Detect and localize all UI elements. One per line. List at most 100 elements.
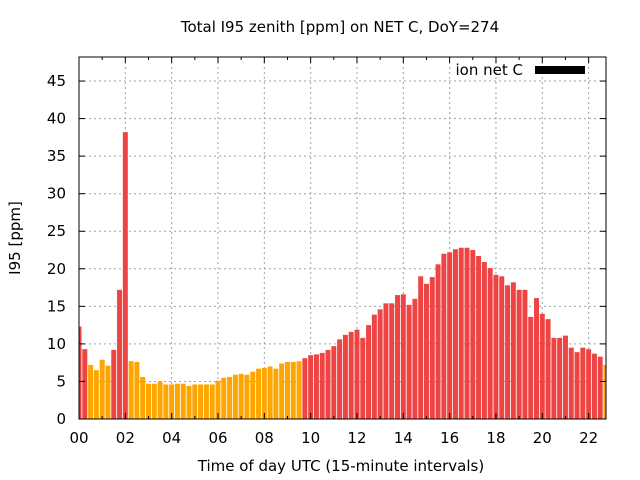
x-tick-label: 02 [116, 429, 135, 447]
bar [423, 283, 429, 419]
bar [539, 313, 545, 419]
x-tick-label: 12 [347, 429, 366, 447]
x-tick-label: 20 [533, 429, 552, 447]
bar [528, 316, 534, 419]
bar [128, 361, 134, 419]
bar [209, 384, 215, 419]
bar [534, 298, 539, 419]
bar [313, 354, 319, 419]
plot-frame [78, 56, 607, 420]
bar [174, 383, 180, 419]
bar [412, 298, 418, 419]
bar [481, 262, 487, 419]
legend-swatch [535, 66, 585, 74]
y-tick-label: 15 [47, 297, 66, 315]
bar [331, 346, 337, 419]
y-tick-label: 25 [47, 222, 66, 240]
bar [169, 384, 175, 419]
bar [198, 384, 204, 419]
x-tick-labels: 00 02 04 06 08 10 12 14 16 18 20 22 [69, 429, 598, 447]
bar [493, 274, 499, 419]
bar [186, 385, 192, 419]
bar [360, 337, 366, 419]
bar [261, 367, 267, 419]
bar [586, 349, 592, 419]
bar [290, 361, 296, 419]
bar [395, 295, 401, 419]
bar [192, 384, 198, 419]
bar [505, 285, 511, 419]
bar [238, 373, 244, 419]
bar [400, 294, 406, 419]
bars [79, 132, 606, 419]
bar [279, 363, 285, 419]
bar [82, 349, 88, 419]
x-tick-label: 00 [69, 429, 88, 447]
bar [389, 303, 395, 419]
chart-title: Total I95 zenith [ppm] on NET C, DoY=274 [180, 18, 499, 36]
bar [296, 361, 302, 419]
axes [78, 56, 607, 420]
bar [516, 289, 522, 419]
bar [342, 334, 348, 419]
bar [244, 374, 250, 419]
bar [232, 374, 238, 419]
x-tick-label: 22 [579, 429, 598, 447]
y-tick-labels: 0 5 10 15 20 25 30 35 40 45 [47, 72, 66, 428]
bar [256, 368, 262, 419]
bar [568, 347, 574, 419]
bar [574, 352, 580, 419]
bar [308, 355, 314, 419]
bar [580, 347, 586, 419]
bar [562, 335, 568, 419]
bar [93, 370, 99, 419]
bar [452, 249, 458, 419]
bar [273, 368, 279, 419]
bar [557, 337, 563, 419]
bar [88, 364, 94, 419]
bar [366, 325, 372, 419]
bar [250, 371, 256, 419]
bar [319, 352, 325, 419]
bar [180, 383, 186, 419]
bar [545, 319, 551, 419]
bar [354, 329, 360, 419]
bar [464, 247, 470, 419]
bar [458, 247, 464, 419]
bar [499, 276, 505, 419]
x-tick-label: 14 [394, 429, 413, 447]
x-tick-label: 16 [440, 429, 459, 447]
y-tick-label: 5 [56, 372, 66, 390]
bar [447, 252, 453, 419]
bar [79, 326, 82, 419]
bar [215, 380, 221, 419]
bar [302, 358, 308, 419]
x-axis-label: Time of day UTC (15-minute intervals) [197, 457, 484, 475]
bar [597, 356, 603, 419]
bar [476, 256, 482, 419]
bar [99, 359, 105, 419]
x-tick-label: 10 [301, 429, 320, 447]
bar [522, 289, 528, 419]
legend-label: ion net C [456, 61, 523, 79]
bar [406, 304, 412, 419]
x-tick-label: 08 [255, 429, 274, 447]
bar [487, 268, 493, 419]
bar [203, 384, 209, 419]
bar [117, 289, 123, 419]
bar [267, 366, 273, 419]
bar [429, 277, 435, 419]
y-tick-label: 30 [47, 185, 66, 203]
bar [348, 331, 354, 419]
y-tick-label: 40 [47, 110, 66, 128]
bar [284, 361, 290, 419]
bar [470, 250, 476, 419]
bar [383, 303, 389, 419]
bar [140, 376, 146, 419]
y-tick-label: 20 [47, 260, 66, 278]
y-axis-label: I95 [ppm] [6, 201, 24, 275]
bar [134, 361, 140, 419]
bar [418, 276, 424, 419]
x-tick-label: 04 [162, 429, 181, 447]
bar [603, 364, 606, 419]
